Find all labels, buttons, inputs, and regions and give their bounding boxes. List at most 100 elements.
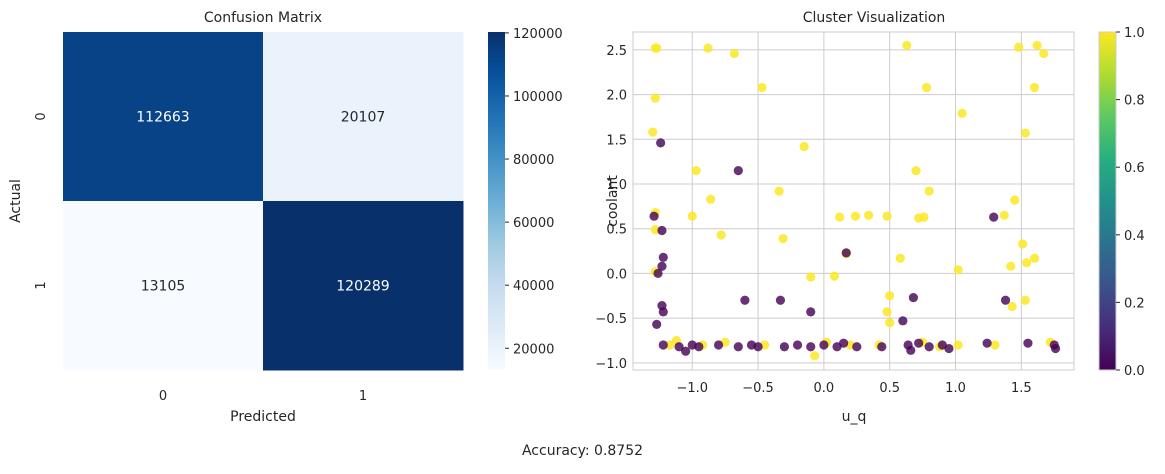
scatter-point-class-1	[1007, 301, 1017, 312]
scatter-point-class-1	[1006, 261, 1016, 271]
scatter-point-class-1	[665, 340, 675, 350]
scatter-point-class-1	[919, 212, 929, 222]
scatter-point-class-0	[906, 345, 916, 355]
scatter-point-class-1	[924, 186, 934, 196]
scatter-point-class-0	[649, 211, 659, 221]
heatmap-y-axis-label: Actual	[8, 179, 24, 223]
scatter-y-tick-label: 2.0	[606, 89, 627, 104]
scatter-point-class-1	[1039, 48, 1049, 59]
scatter-colorbar-tick-label: 0.0	[1124, 364, 1145, 379]
scatter-point-class-0	[674, 342, 684, 352]
scatter-point-class-1	[774, 186, 784, 196]
scatter-point-class-1	[864, 210, 874, 220]
scatter-colorbar: 0.0 0.2 0.4 0.6 0.8 1.0	[1098, 26, 1145, 379]
heatmap-cell-value: 120289	[336, 279, 389, 295]
scatter-point-class-1	[757, 82, 767, 93]
scatter-point-class-0	[657, 225, 667, 236]
heatmap-cell-value: 112663	[136, 110, 189, 126]
scatter-point-class-1	[706, 194, 716, 204]
scatter-point-class-0	[658, 307, 668, 317]
scatter-point-class-1	[778, 233, 788, 244]
scatter-point-class-1	[703, 43, 713, 53]
scatter-x-tick-label: 0.0	[814, 381, 835, 396]
accuracy-caption: Accuracy: 0.8752	[521, 443, 644, 459]
scatter-point-class-0	[656, 138, 666, 148]
scatter-point-class-0	[694, 342, 704, 352]
scatter-point-class-1	[882, 211, 892, 221]
scatter-x-tick-label: 1.0	[945, 381, 966, 396]
heatmap-colorbar-tick-label: 100000	[513, 90, 563, 105]
scatter-y-tick-label: −1.0	[595, 357, 627, 372]
scatter-point-class-1	[1032, 40, 1042, 51]
scatter-y-axis-label: coolant	[605, 175, 621, 227]
scatter-point-class-0	[806, 307, 816, 317]
scatter-title: Cluster Visualization	[803, 10, 946, 26]
scatter-colorbar-gradient	[1098, 31, 1117, 371]
scatter-point-class-1	[850, 211, 861, 221]
heatmap-cell	[63, 201, 264, 371]
scatter-point-class-0	[877, 342, 887, 352]
scatter-point-class-1	[729, 48, 739, 59]
scatter-point-class-0	[841, 248, 851, 258]
scatter-y-tick-label: 1.0	[606, 178, 627, 193]
scatter-x-tick-label: −1.0	[676, 381, 708, 396]
scatter-point-class-1	[953, 265, 963, 275]
heatmap-colorbar-tick-label: 40000	[513, 279, 554, 294]
scatter-point-class-1	[1010, 195, 1020, 205]
scatter-point-class-1	[1029, 82, 1040, 93]
scatter-point-class-0	[989, 212, 999, 222]
scatter-point-class-1	[1020, 295, 1030, 305]
heatmap-y-tick-label: 0	[34, 112, 49, 120]
scatter-point-class-0	[898, 316, 908, 326]
heatmap-cell	[63, 32, 264, 202]
scatter-point-class-1	[885, 318, 895, 328]
scatter-point-class-1	[835, 212, 845, 222]
heatmap-cell-value: 13105	[141, 279, 186, 295]
scatter-y-tick-label: −0.5	[595, 312, 627, 327]
scatter-point-class-1	[687, 211, 697, 221]
scatter-point-class-1	[829, 271, 840, 281]
scatter-point-class-0	[779, 342, 789, 352]
scatter-point-class-0	[713, 340, 724, 350]
heatmap-x-tick-label: 1	[359, 389, 367, 404]
scatter-x-tick-label: 0.5	[879, 381, 900, 396]
scatter-point-class-0	[658, 340, 668, 350]
scatter-point-class-0	[1000, 295, 1011, 305]
scatter-point-class-1	[911, 165, 921, 176]
scatter-plot-area	[632, 31, 1075, 371]
heatmap-y-tick-label: 1	[34, 281, 49, 289]
scatter-point-class-0	[740, 295, 750, 305]
scatter-point-class-0	[852, 342, 862, 352]
scatter-point-class-1	[957, 108, 967, 118]
scatter-point-class-0	[819, 340, 829, 350]
scatter-y-tick-label: 1.5	[606, 133, 627, 148]
scatter-point-class-1	[902, 40, 912, 51]
scatter-point-class-1	[885, 291, 895, 301]
scatter-point-class-1	[1014, 42, 1024, 52]
scatter-point-class-0	[1023, 338, 1033, 348]
scatter-point-class-1	[990, 340, 1000, 350]
scatter-y-tick-label: 2.5	[606, 44, 627, 59]
scatter-point-class-1	[1022, 258, 1032, 268]
scatter-point-class-0	[681, 346, 691, 356]
scatter-colorbar-tick-label: 0.4	[1124, 229, 1145, 244]
heatmap-title: Confusion Matrix	[204, 10, 322, 26]
heatmap-colorbar-tick-label: 80000	[513, 153, 554, 168]
heatmap-colorbar-tick-label: 120000	[513, 27, 563, 42]
heatmap-cell	[263, 32, 464, 202]
scatter-point-class-0	[733, 165, 743, 176]
scatter-point-class-1	[1018, 239, 1028, 249]
scatter-colorbar-tick-label: 0.6	[1124, 161, 1145, 176]
scatter-point-class-0	[775, 295, 786, 305]
scatter-point-class-0	[653, 268, 663, 279]
heatmap-cell-value: 20107	[341, 110, 386, 126]
scatter-point-class-0	[753, 342, 763, 352]
scatter-point-class-0	[839, 338, 849, 348]
scatter-colorbar-tick-label: 0.8	[1124, 94, 1145, 109]
scatter-point-class-1	[691, 165, 701, 176]
scatter-point-class-1	[882, 307, 892, 317]
scatter-point-class-1	[806, 272, 816, 282]
scatter-point-class-1	[1029, 253, 1040, 263]
scatter-colorbar-tick-label: 1.0	[1124, 26, 1145, 41]
